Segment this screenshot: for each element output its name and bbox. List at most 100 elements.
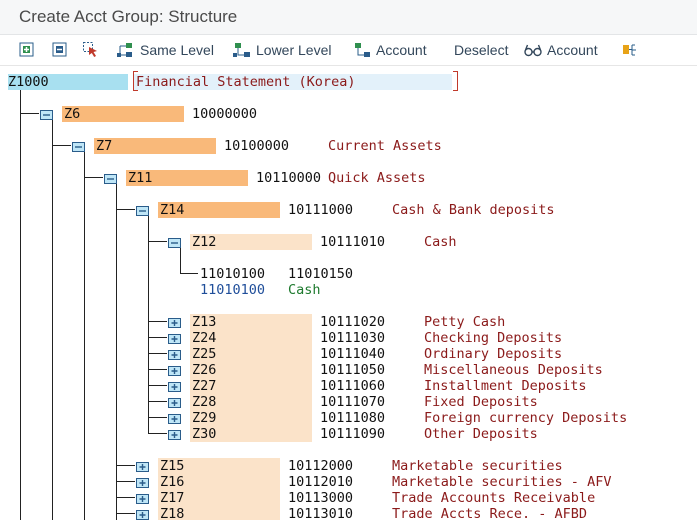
node-text: Ordinary Deposits: [424, 346, 563, 362]
node-text-field: [222, 138, 544, 154]
node-text-field: [286, 458, 608, 474]
node-text-field: [318, 362, 640, 378]
folder-closed-icon[interactable]: [136, 460, 149, 472]
node-code[interactable]: Z29: [192, 410, 217, 426]
tree-line: [148, 417, 167, 418]
tree-line: [148, 337, 167, 338]
node-code[interactable]: Z26: [192, 362, 217, 378]
same-level-label: Same Level: [140, 42, 214, 58]
tree-line: [148, 433, 167, 434]
node-highlight: [94, 138, 216, 154]
node-code[interactable]: Z28: [192, 394, 217, 410]
folder-closed-icon[interactable]: [168, 412, 181, 424]
expand-subtree-button[interactable]: [18, 40, 36, 60]
folder-closed-icon[interactable]: [168, 316, 181, 328]
folder-closed-icon[interactable]: [136, 476, 149, 488]
folder-open-icon[interactable]: [72, 140, 85, 152]
node-highlight: [190, 330, 312, 346]
node-code[interactable]: Z11: [128, 170, 153, 186]
node-code[interactable]: Z7: [96, 138, 113, 154]
hierarchy-icon: [623, 44, 636, 56]
account-icon: [355, 43, 370, 57]
folder-closed-icon[interactable]: [168, 396, 181, 408]
node-text: Current Assets: [328, 138, 442, 154]
folder-closed-icon[interactable]: [168, 332, 181, 344]
account-range-from[interactable]: 11010100: [200, 266, 266, 282]
root-node-text[interactable]: Financial Statement (Korea): [136, 74, 356, 90]
tree-line: [116, 481, 135, 482]
tree-line: [148, 241, 167, 242]
node-code[interactable]: Z6: [64, 106, 81, 122]
lower-level-label: Lower Level: [256, 42, 332, 58]
collapse-subtree-button[interactable]: [51, 40, 69, 60]
tree-line: [180, 245, 181, 273]
folder-closed-icon[interactable]: [136, 508, 149, 520]
node-highlight: [190, 378, 312, 394]
node-code[interactable]: Z25: [192, 346, 217, 362]
node-text: Trade Accts Rece. - AFBD: [392, 506, 588, 520]
folder-closed-icon[interactable]: [168, 380, 181, 392]
node-text-field: [318, 410, 640, 426]
deselect-button[interactable]: Deselect: [454, 40, 508, 60]
node-text: Other Deposits: [424, 426, 538, 442]
lower-level-button[interactable]: Lower Level: [232, 40, 332, 60]
node-number: 10111040: [320, 346, 386, 362]
folder-open-icon[interactable]: [40, 108, 53, 120]
select-button[interactable]: [82, 40, 100, 60]
node-highlight: [8, 74, 128, 90]
folder-closed-icon[interactable]: [136, 492, 149, 504]
folder-open-icon[interactable]: [104, 172, 117, 184]
tree-line: [20, 82, 21, 520]
node-number: 10111050: [320, 362, 386, 378]
node-highlight: [190, 426, 312, 442]
node-code[interactable]: Z14: [160, 202, 185, 218]
tree-line: [20, 113, 39, 114]
node-code[interactable]: Z16: [160, 474, 185, 490]
node-code[interactable]: Z24: [192, 330, 217, 346]
node-code[interactable]: Z27: [192, 378, 217, 394]
node-highlight: [190, 346, 312, 362]
same-level-button[interactable]: Same Level: [116, 40, 214, 60]
root-node-code[interactable]: Z1000: [8, 74, 49, 90]
folder-open-icon[interactable]: [168, 236, 181, 248]
account-button[interactable]: Account: [352, 40, 427, 60]
node-code[interactable]: Z13: [192, 314, 217, 330]
tree-line: [52, 145, 71, 146]
account-number[interactable]: 11010100: [200, 282, 266, 298]
node-text-field: [254, 170, 576, 186]
deselect-label: Deselect: [454, 42, 509, 58]
node-code[interactable]: Z12: [192, 234, 217, 250]
node-number: 10111020: [320, 314, 386, 330]
node-highlight: [158, 474, 280, 490]
display-account-button[interactable]: Account: [523, 40, 598, 60]
hierarchy-options-button[interactable]: [621, 40, 641, 60]
tree-line: [116, 181, 117, 520]
node-code[interactable]: Z17: [160, 490, 185, 506]
node-code[interactable]: Z30: [192, 426, 217, 442]
node-text-field: [190, 106, 512, 122]
node-text: Foreign currency Deposits: [424, 410, 628, 426]
collapse-icon: [52, 42, 67, 57]
node-text: Quick Assets: [328, 170, 426, 186]
node-highlight: [190, 410, 312, 426]
account-range-to[interactable]: 11010150: [288, 266, 354, 282]
node-code[interactable]: Z18: [160, 506, 185, 520]
node-text-field: [318, 314, 640, 330]
selection-bracket-right: [453, 71, 458, 91]
folder-closed-icon[interactable]: [168, 348, 181, 360]
tree-line: [84, 177, 103, 178]
tree-line: [84, 149, 85, 520]
tree-line: [116, 465, 135, 466]
node-text-field: [286, 474, 608, 490]
node-text-field: [318, 346, 640, 362]
folder-closed-icon[interactable]: [168, 364, 181, 376]
folder-open-icon[interactable]: [136, 204, 149, 216]
node-highlight: [158, 458, 280, 474]
node-text-field: [318, 394, 640, 410]
node-highlight: [190, 234, 312, 250]
node-code[interactable]: Z15: [160, 458, 185, 474]
folder-closed-icon[interactable]: [168, 428, 181, 440]
structure-tree: Z1000 Financial Statement (Korea) Z6 100…: [0, 66, 697, 520]
node-text: Checking Deposits: [424, 330, 563, 346]
node-highlight: [190, 394, 312, 410]
